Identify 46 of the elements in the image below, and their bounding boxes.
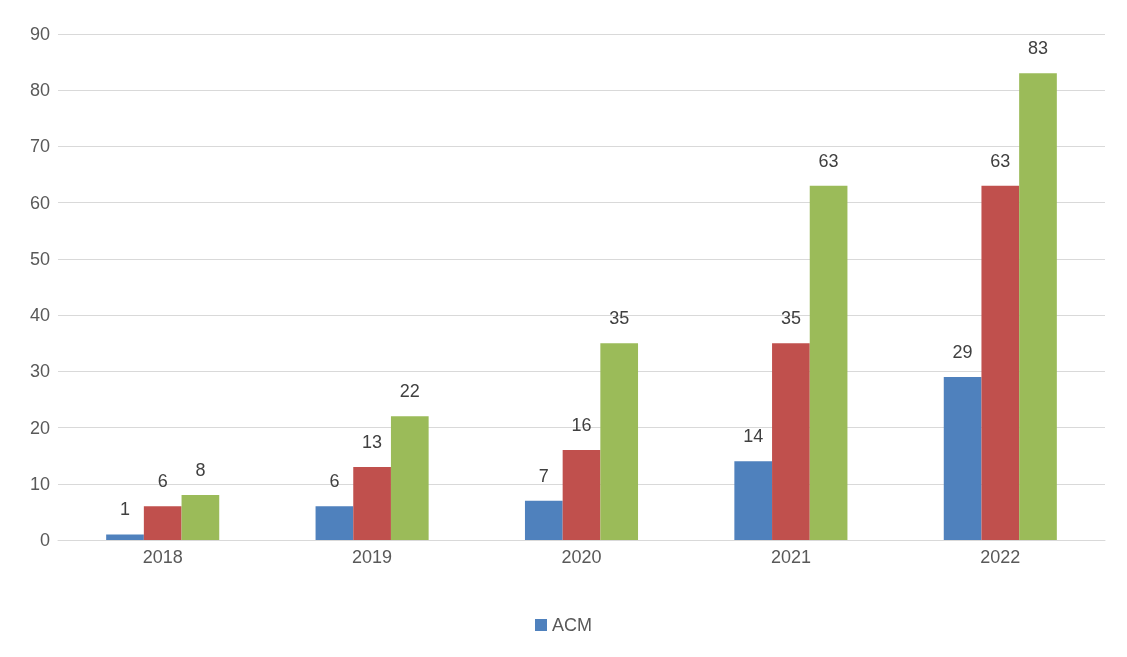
x-tick-label: 2018 [142, 547, 183, 567]
data-label: 8 [195, 460, 206, 481]
bar [600, 343, 639, 540]
bar [353, 466, 391, 540]
bar [734, 461, 773, 540]
y-tick-label: 40 [29, 305, 50, 326]
bar [981, 185, 1020, 540]
x-tick-label: 2020 [561, 547, 602, 567]
bar [943, 376, 982, 540]
y-tick-label: 30 [29, 361, 50, 382]
y-tick-label: 70 [29, 136, 50, 157]
bar [106, 534, 144, 540]
data-label: 22 [399, 381, 420, 402]
data-label: 16 [571, 415, 592, 436]
bar [315, 506, 354, 540]
legend-label: ACM [552, 615, 592, 635]
y-tick-label: 20 [29, 417, 50, 438]
data-label: 83 [1027, 38, 1049, 59]
y-tick-label: 90 [29, 24, 50, 44]
bar [524, 500, 563, 540]
x-tick-label: 2022 [980, 547, 1021, 567]
data-label: 63 [818, 150, 839, 171]
bar [143, 506, 182, 540]
data-label: 13 [362, 431, 383, 452]
data-label: 1 [120, 499, 131, 520]
data-label: 63 [990, 150, 1011, 171]
y-tick-label: 0 [39, 530, 50, 550]
data-label: 35 [780, 308, 801, 329]
x-tick-label: 2019 [352, 547, 393, 567]
bar [1019, 73, 1057, 540]
y-tick-label: 50 [29, 248, 50, 269]
y-tick-label: 80 [29, 80, 50, 101]
data-label: 14 [743, 426, 764, 447]
y-tick-label: 10 [29, 473, 50, 494]
data-label: 6 [329, 471, 340, 492]
data-label: 29 [952, 341, 973, 362]
bar [181, 495, 220, 540]
x-tick-label: 2021 [770, 547, 811, 567]
y-tick-label: 60 [29, 192, 50, 213]
data-label: 6 [157, 471, 168, 492]
bar [772, 343, 810, 540]
bar [390, 416, 429, 540]
bar [809, 185, 848, 540]
data-label: 35 [609, 308, 630, 329]
data-label: 7 [538, 465, 549, 486]
bar [562, 450, 601, 540]
